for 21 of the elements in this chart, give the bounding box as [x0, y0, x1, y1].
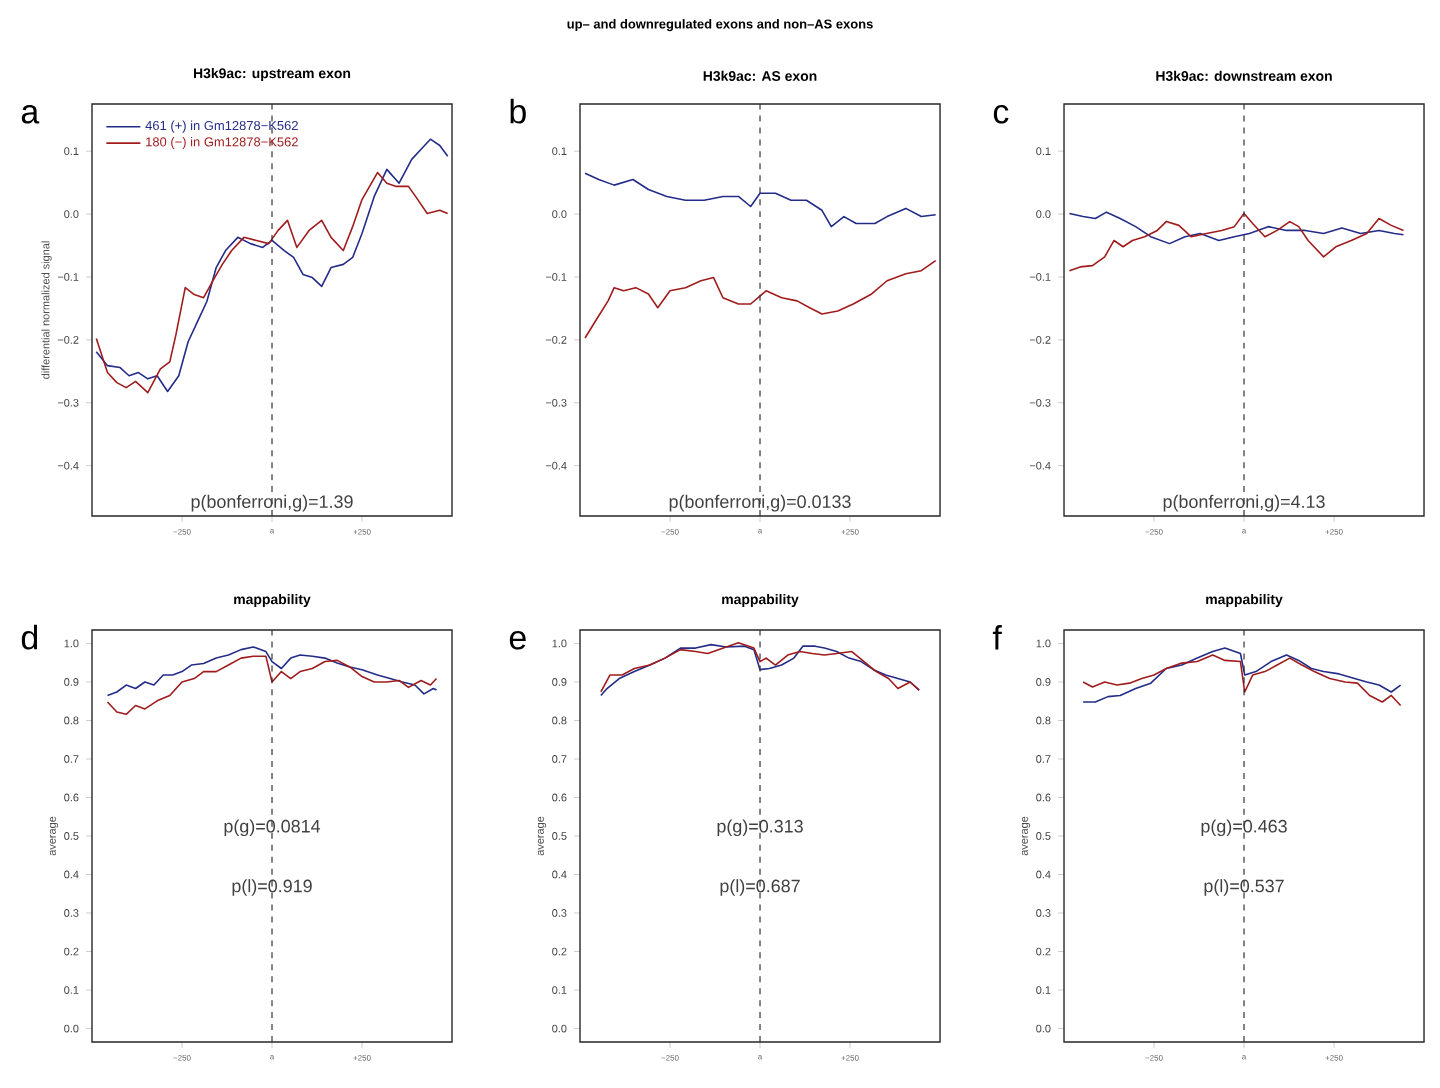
text: d: [21, 624, 38, 650]
annotation: p(g)=0.0814: [224, 819, 321, 837]
annotation: p(bonferroni,g)=0.0133: [669, 494, 851, 512]
annotation: p(l)=0.919: [232, 879, 312, 896]
line-series: [584, 172, 937, 228]
line-series: [1068, 212, 1405, 272]
annotation: p(g)=0.463: [1201, 819, 1287, 837]
line-series: [1068, 211, 1405, 245]
line-series: [106, 655, 438, 716]
text: b: [510, 98, 526, 124]
annotation: p(bonferroni,g)=1.39: [191, 494, 353, 512]
line-series: [106, 646, 438, 697]
text: c: [993, 105, 1009, 124]
annotation: p(l)=0.537: [1204, 879, 1284, 896]
text: f: [992, 625, 1002, 650]
annotation: p(l)=0.687: [720, 879, 800, 896]
annotation: p(g)=0.313: [717, 819, 803, 837]
text: e: [509, 631, 526, 650]
text: a: [21, 105, 40, 124]
annotation: p(bonferroni,g)=4.13: [1163, 494, 1325, 512]
line-series: [584, 259, 937, 339]
